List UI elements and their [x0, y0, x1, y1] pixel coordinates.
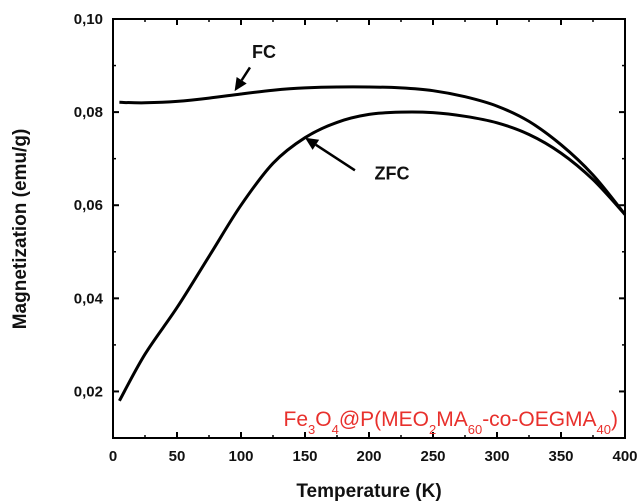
y-tick-label: 0,08: [74, 104, 103, 121]
x-axis-ticks: 0 50 100 150 200 250 300 350 400: [109, 19, 638, 465]
x-tick-label: 400: [612, 448, 637, 465]
y-axis-title: Magnetization (emu/g): [10, 129, 31, 330]
annotation-arrow-zfc: [315, 143, 356, 172]
series-line-fc: [119, 85, 627, 216]
sample-label-text: O: [315, 408, 331, 431]
x-tick-label: 200: [356, 448, 381, 465]
y-tick-label: 0,10: [74, 11, 103, 28]
sample-label-text: ): [611, 408, 618, 431]
sample-label-text: @P(MEO: [339, 408, 429, 431]
sample-label: Fe3O4@P(MEO2MA60-co-OEGMA40): [284, 408, 619, 437]
y-tick-label: 0,02: [74, 383, 103, 400]
series-group: [118, 85, 627, 402]
annotation-arrow-fc: [240, 66, 252, 81]
sample-label-subscript: 2: [429, 422, 436, 437]
x-tick-label: 250: [420, 448, 445, 465]
sample-label-text: Fe: [284, 408, 309, 431]
sample-label-subscript: 3: [308, 422, 315, 437]
annotation-label-zfc: ZFC: [375, 164, 410, 184]
sample-label-text: MA: [436, 408, 468, 431]
y-axis-ticks: 0,02 0,04 0,06 0,08 0,10: [74, 11, 625, 439]
x-tick-label: 300: [484, 448, 509, 465]
annotations: FC ZFC: [234, 42, 410, 184]
annotation-arrowhead-fc: [234, 76, 247, 92]
sample-label-subscript: 4: [332, 422, 339, 437]
y-tick-label: 0,06: [74, 197, 103, 214]
sample-label-subscript: 60: [468, 422, 482, 437]
x-tick-label: 0: [109, 448, 117, 465]
annotation-label-fc: FC: [252, 42, 276, 62]
y-tick-label: 0,04: [74, 290, 104, 307]
series-line-zfc: [118, 110, 627, 402]
sample-label-text: -co-OEGMA: [482, 408, 596, 431]
plot-frame: [112, 18, 626, 439]
x-axis-title: Temperature (K): [296, 481, 441, 502]
x-tick-label: 50: [169, 448, 186, 465]
x-tick-label: 150: [292, 448, 317, 465]
sample-label-subscript: 40: [597, 422, 611, 437]
x-tick-label: 100: [228, 448, 253, 465]
annotation-arrowhead-zfc: [305, 137, 320, 150]
x-tick-label: 350: [548, 448, 573, 465]
